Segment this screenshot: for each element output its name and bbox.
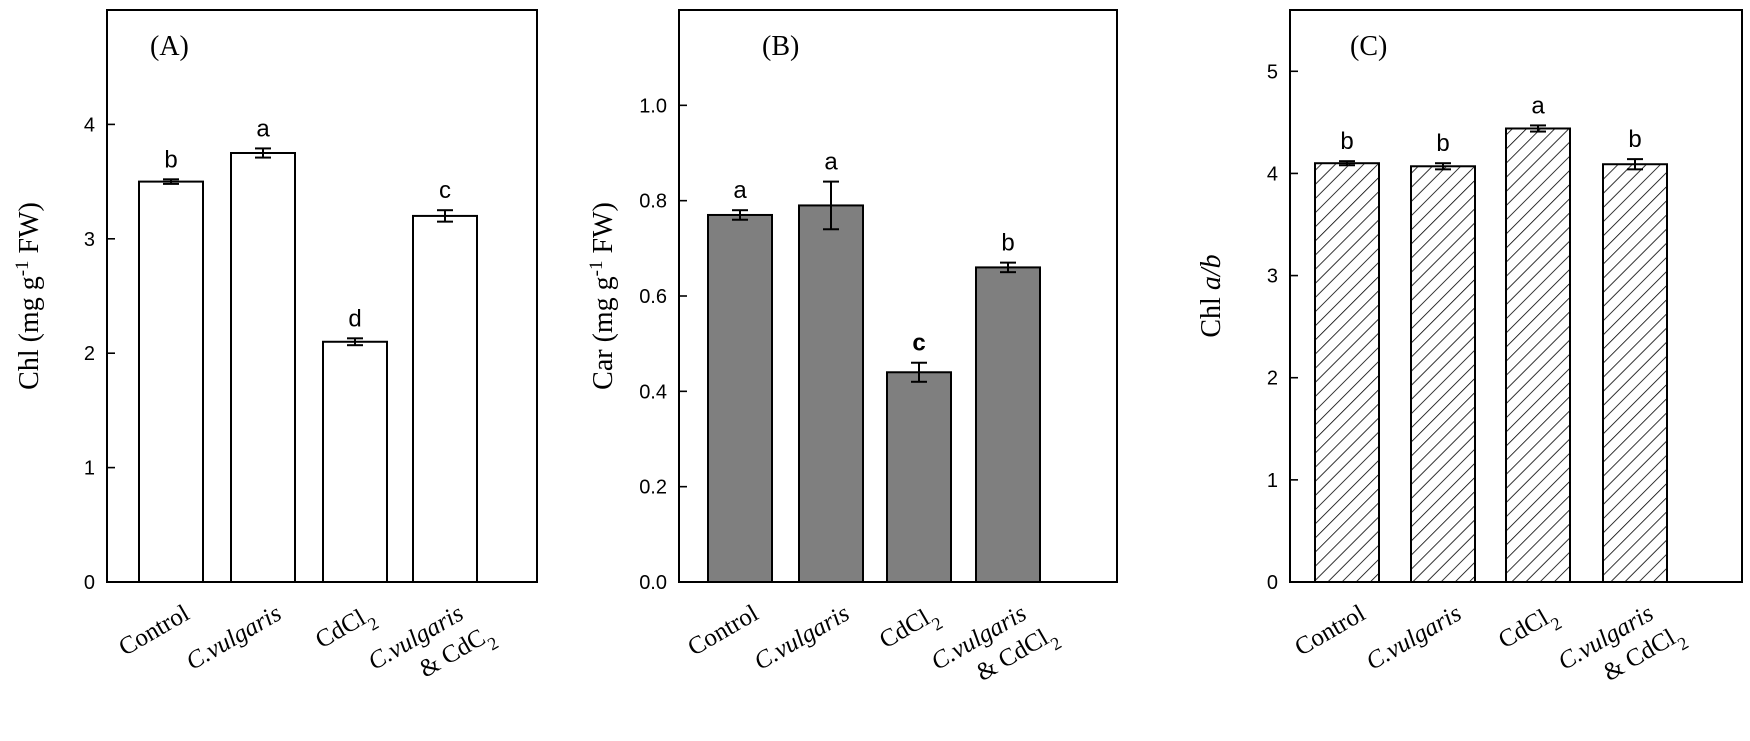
y-tick-label: 2 <box>84 343 95 365</box>
y-tick-label: 5 <box>1267 61 1278 83</box>
x-tick-label: C.vulgaris& CdCl2 <box>1554 600 1692 687</box>
significance-letter: a <box>1531 92 1545 119</box>
x-tick-label: C.vulgaris <box>750 600 854 676</box>
significance-letter: c <box>912 330 925 357</box>
bar-cdcl2 <box>1505 127 1571 583</box>
y-tick-label: 0.2 <box>639 477 667 499</box>
error-bar-cdcl2 <box>911 361 927 383</box>
bar-control <box>707 213 773 583</box>
svg-text:C.vulgaris: C.vulgaris <box>182 600 286 676</box>
significance-letter: b <box>164 146 177 173</box>
bar-c-vulgaris-cdcl2 <box>412 214 478 583</box>
bar-c-vulgaris <box>230 152 296 583</box>
y-tick-label: 1.0 <box>639 95 667 117</box>
error-bar-c-vulgaris-cdcl2 <box>1627 158 1643 171</box>
error-bar-cdcl2 <box>1530 124 1546 133</box>
panel-label: (A) <box>150 31 189 62</box>
x-tick-label: C.vulgaris <box>182 600 286 676</box>
error-bar-control <box>732 209 748 221</box>
y-tick-label: 0.6 <box>639 286 667 308</box>
bar-c-vulgaris-cdcl2 <box>975 266 1041 583</box>
bar-c-vulgaris <box>1410 165 1476 583</box>
panel-label: (B) <box>762 31 799 62</box>
significance-letter: a <box>256 115 270 142</box>
error-bar-control <box>1339 160 1355 167</box>
y-tick-label: 4 <box>1267 163 1278 185</box>
y-tick-label: 3 <box>84 229 95 251</box>
bar-control <box>138 180 204 583</box>
y-tick-label: 1 <box>1267 470 1278 492</box>
svg-text:C.vulgaris: C.vulgaris <box>750 600 854 676</box>
y-axis-label: Chl a/b <box>1196 254 1227 337</box>
significance-letter: b <box>1436 130 1449 157</box>
y-tick-label: 2 <box>1267 368 1278 390</box>
x-tick-label: C.vulgaris& CdC2 <box>364 600 502 683</box>
significance-letter: b <box>1340 128 1353 155</box>
svg-text:Control: Control <box>1290 600 1370 662</box>
svg-text:C.vulgaris: C.vulgaris <box>1362 600 1466 676</box>
y-tick-label: 1 <box>84 458 95 480</box>
bar-cdcl2 <box>322 340 388 584</box>
significance-letter: c <box>439 177 451 204</box>
significance-letter: b <box>1628 126 1641 153</box>
x-tick-label: C.vulgaris& CdCl2 <box>927 600 1065 687</box>
error-bar-c-vulgaris <box>255 147 271 159</box>
significance-letter: a <box>733 177 747 204</box>
significance-letter: a <box>824 149 838 176</box>
x-tick-label: Control <box>1290 600 1370 662</box>
y-tick-label: 0.4 <box>639 381 667 403</box>
y-tick-label: 0.0 <box>639 572 667 594</box>
y-axis-label: Car (mg g-1 FW) <box>586 202 620 390</box>
y-tick-label: 3 <box>1267 266 1278 288</box>
panel-label: (C) <box>1350 31 1387 62</box>
y-axis-label: Chl (mg g-1 FW) <box>12 202 46 390</box>
error-bar-cdcl2 <box>347 337 363 347</box>
y-tick-label: 0 <box>1267 572 1278 594</box>
significance-letter: d <box>348 305 361 332</box>
bar-c-vulgaris <box>798 204 864 584</box>
y-tick-label: 0 <box>84 572 95 594</box>
y-tick-label: 4 <box>84 114 95 136</box>
bar-cdcl2 <box>886 371 952 583</box>
error-bar-c-vulgaris-cdcl2 <box>1000 261 1016 274</box>
significance-letter: b <box>1001 230 1014 257</box>
y-tick-label: 0.8 <box>639 191 667 213</box>
x-tick-label: C.vulgaris <box>1362 600 1466 676</box>
error-bar-c-vulgaris <box>823 180 839 231</box>
bar-c-vulgaris-cdcl2 <box>1602 163 1668 583</box>
bar-control <box>1314 162 1380 583</box>
error-bar-c-vulgaris-cdcl2 <box>437 209 453 223</box>
error-bar-c-vulgaris <box>1435 162 1451 171</box>
error-bar-control <box>163 178 179 185</box>
